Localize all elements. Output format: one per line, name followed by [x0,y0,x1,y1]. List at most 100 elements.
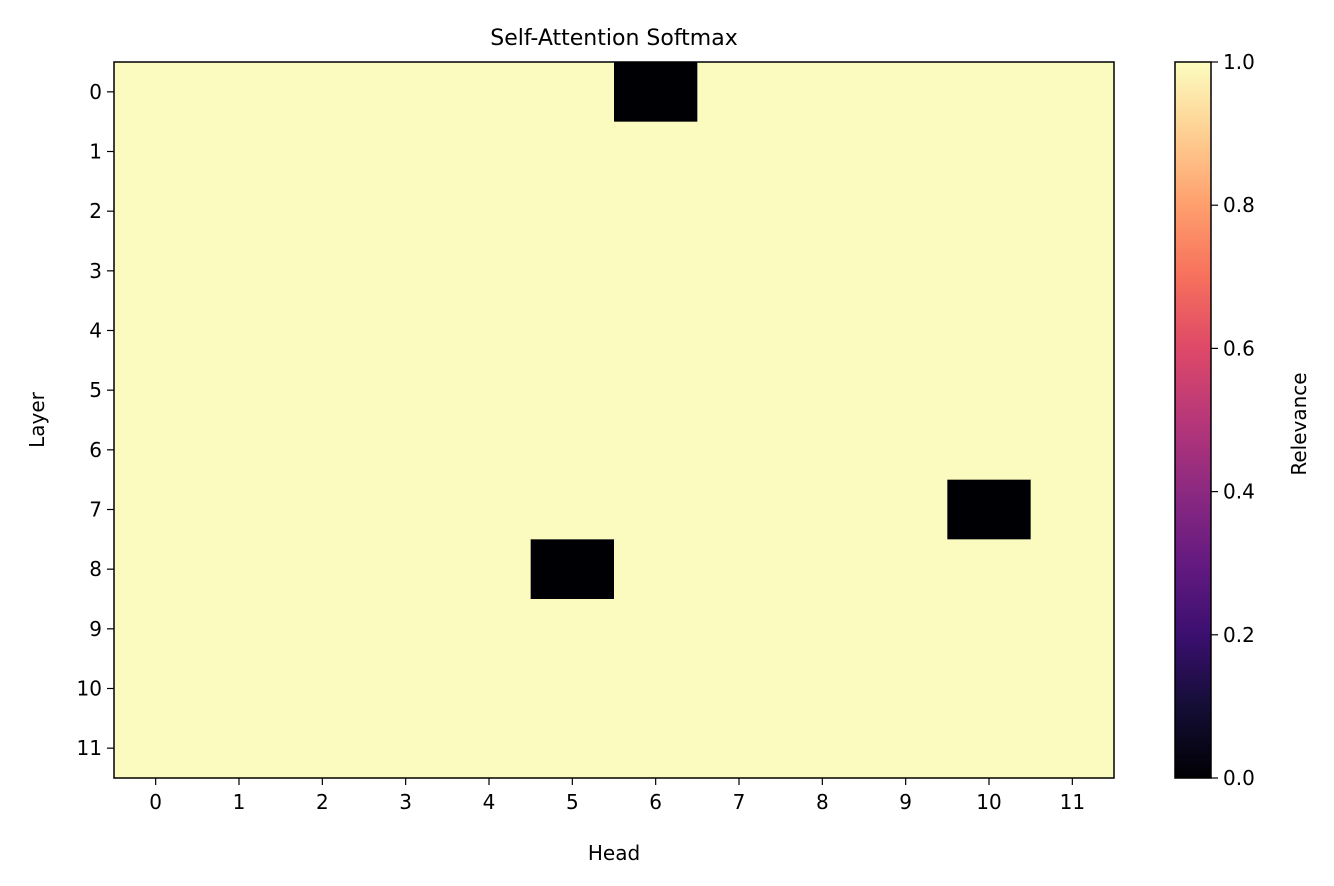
heatmap-cell [364,420,448,481]
heatmap-cell [1030,599,1115,660]
heatmap-cell [780,599,865,660]
heatmap-cell [197,181,282,242]
heatmap-cell [447,420,532,481]
heatmap-cell [780,539,865,600]
y-tick-label: 6 [89,438,102,462]
heatmap-cell [447,539,532,600]
heatmap-cell [280,181,365,242]
heatmap-cell [197,539,282,600]
heatmap-cell [530,300,615,361]
heatmap-cell [447,121,532,182]
heatmap-cell [1030,300,1115,361]
heatmap-cell [614,599,698,660]
heatmap-cell [780,181,865,242]
heatmap-cell [280,539,365,600]
heatmap-cells [114,62,1115,779]
x-axis-ticks: 0 1 2 3 4 5 6 7 8 9 10 11 [149,778,1085,814]
heatmap-cell [1030,718,1115,779]
heatmap-cell [947,300,1032,361]
heatmap-cell [697,360,782,421]
heatmap-cell [614,62,698,123]
heatmap-cell [447,599,532,660]
y-tick-label: 4 [89,319,102,343]
heatmap-cell [947,599,1032,660]
y-tick-label: 8 [89,557,102,581]
heatmap-cell [530,539,615,600]
heatmap-cell [197,479,282,540]
heatmap-cell [1030,539,1115,600]
heatmap-cell [697,62,782,123]
heatmap-cell [614,360,698,421]
heatmap-cell [947,121,1032,182]
heatmap-cell [614,479,698,540]
heatmap-cell [614,181,698,242]
heatmap-cell [530,658,615,719]
heatmap-cell [697,479,782,540]
heatmap-cell [614,420,698,481]
heatmap-cell [447,181,532,242]
heatmap-cell [197,62,282,123]
heatmap-cell [864,539,948,600]
heatmap-cell [614,658,698,719]
colorbar-label: Relevance [1287,372,1311,475]
x-axis-label: Head [588,841,640,865]
y-tick-label: 0 [89,80,102,104]
x-tick-label: 8 [816,790,829,814]
heatmap-cell [780,241,865,302]
heatmap-cell [780,300,865,361]
heatmap-cell [197,121,282,182]
heatmap-cell [864,420,948,481]
y-tick-label: 7 [89,498,102,522]
heatmap-cell [364,360,448,421]
heatmap-cell [530,599,615,660]
heatmap-cell [364,62,448,123]
heatmap-cell [114,718,198,779]
heatmap-cell [697,241,782,302]
heatmap-cell [530,241,615,302]
colorbar-tick-label: 0.4 [1223,480,1255,504]
heatmap-cell [697,599,782,660]
heatmap-cell [697,718,782,779]
heatmap-cell [530,718,615,779]
y-tick-label: 3 [89,259,102,283]
heatmap-cell [530,479,615,540]
heatmap-cell [864,599,948,660]
colorbar [1174,61,1212,779]
heatmap-cell [280,300,365,361]
heatmap-cell [780,62,865,123]
heatmap-cell [447,300,532,361]
heatmap-cell [197,360,282,421]
x-tick-label: 11 [1060,790,1085,814]
heatmap-cell [114,241,198,302]
heatmap-cell [1030,241,1115,302]
heatmap-cell [697,420,782,481]
heatmap-cell [864,241,948,302]
plot-frame [113,61,1115,779]
heatmap-cell [1030,181,1115,242]
heatmap-cell [114,539,198,600]
heatmap-cell [697,658,782,719]
heatmap-cell [1030,479,1115,540]
heatmap-cell [947,62,1032,123]
heatmap-cell [530,62,615,123]
heatmap-cell [780,360,865,421]
heatmap-cell [114,181,198,242]
heatmap-cell [614,121,698,182]
x-tick-label: 1 [233,790,246,814]
heatmap-cell [447,479,532,540]
heatmap-cell [780,658,865,719]
y-tick-label: 1 [89,140,102,164]
heatmap-cell [780,718,865,779]
x-tick-label: 7 [733,790,746,814]
heatmap-cell [197,599,282,660]
heatmap-cell [697,539,782,600]
heatmap-cell [280,658,365,719]
y-tick-label: 5 [89,378,102,402]
heatmap-cell [864,121,948,182]
heatmap-cell [947,718,1032,779]
heatmap-cell [280,599,365,660]
x-tick-label: 9 [899,790,912,814]
heatmap-cell [947,479,1032,540]
heatmap-cell [697,181,782,242]
